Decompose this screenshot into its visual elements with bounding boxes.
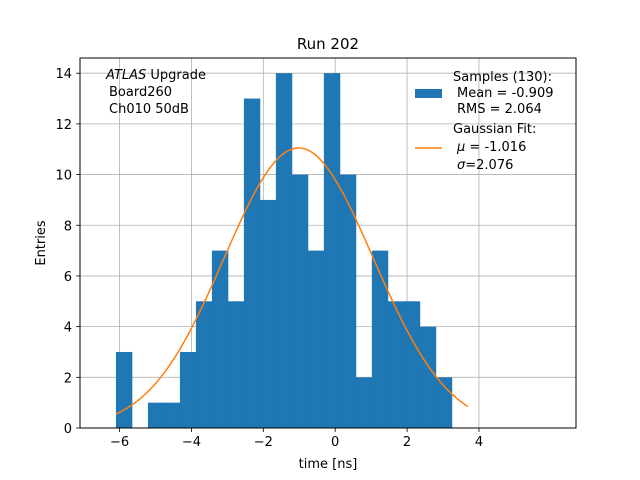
legend-samples-mean: Mean = -0.909 [457,86,553,101]
bars [115,73,453,429]
y-tick-label: 10 [55,169,72,184]
y-axis: 0 2 4 6 8 10 12 14 [55,67,80,437]
histogram-bar [211,250,229,428]
legend-samples-rms: RMS = 2.064 [457,102,542,117]
x-axis: −6 −4 −2 0 2 4 [110,428,483,450]
histogram-bar [259,199,277,428]
atlas-label: ATLAS Upgrade [105,68,206,83]
gaussian-fit-line [115,147,469,415]
legend: Samples (130): Mean = -0.909 RMS = 2.064… [415,70,553,173]
legend-samples-count: Samples (130): [453,70,552,85]
y-tick-label: 12 [55,118,72,133]
histogram-bar [355,377,373,428]
histogram-bar [243,98,261,428]
histogram-bar [323,73,341,429]
histogram-bar [115,351,133,428]
histogram-bar [339,174,357,428]
x-tick-label: −4 [182,435,201,450]
x-tick-label: 0 [331,435,339,450]
channel-label: Ch010 50dB [109,102,189,117]
legend-fit-mu: μ = -1.016 [456,140,526,155]
y-tick-label: 4 [64,321,72,336]
histogram-bar [227,301,245,428]
histogram-bar [291,174,309,428]
plot-frame [79,57,577,429]
histogram-bar [371,250,389,428]
chart-title: Run 202 [297,35,359,53]
histogram-bar [195,301,213,428]
y-axis-label: Entries [34,220,49,266]
y-tick-label: 8 [64,219,72,234]
x-axis-label: time [ns] [299,457,358,472]
x-tick-label: −6 [110,435,129,450]
x-tick-label: −2 [254,435,273,450]
legend-fit-title: Gaussian Fit: [453,122,536,137]
histogram-bar [275,73,293,429]
x-tick-label: 2 [403,435,411,450]
legend-samples-swatch [415,89,442,98]
y-tick-label: 6 [64,270,72,285]
y-tick-label: 14 [55,67,72,82]
y-tick-label: 0 [64,422,72,437]
board-label: Board260 [109,85,172,100]
histogram-bar [387,301,405,428]
y-tick-label: 2 [64,371,72,386]
histogram-bar [147,402,165,428]
histogram-bar [419,326,437,428]
histogram-bar [163,402,181,428]
histogram-bar [307,250,325,428]
legend-fit-sigma: σ=2.076 [457,158,513,173]
histogram-bar [403,301,421,428]
x-tick-label: 4 [475,435,483,450]
histogram-bar [179,351,197,428]
